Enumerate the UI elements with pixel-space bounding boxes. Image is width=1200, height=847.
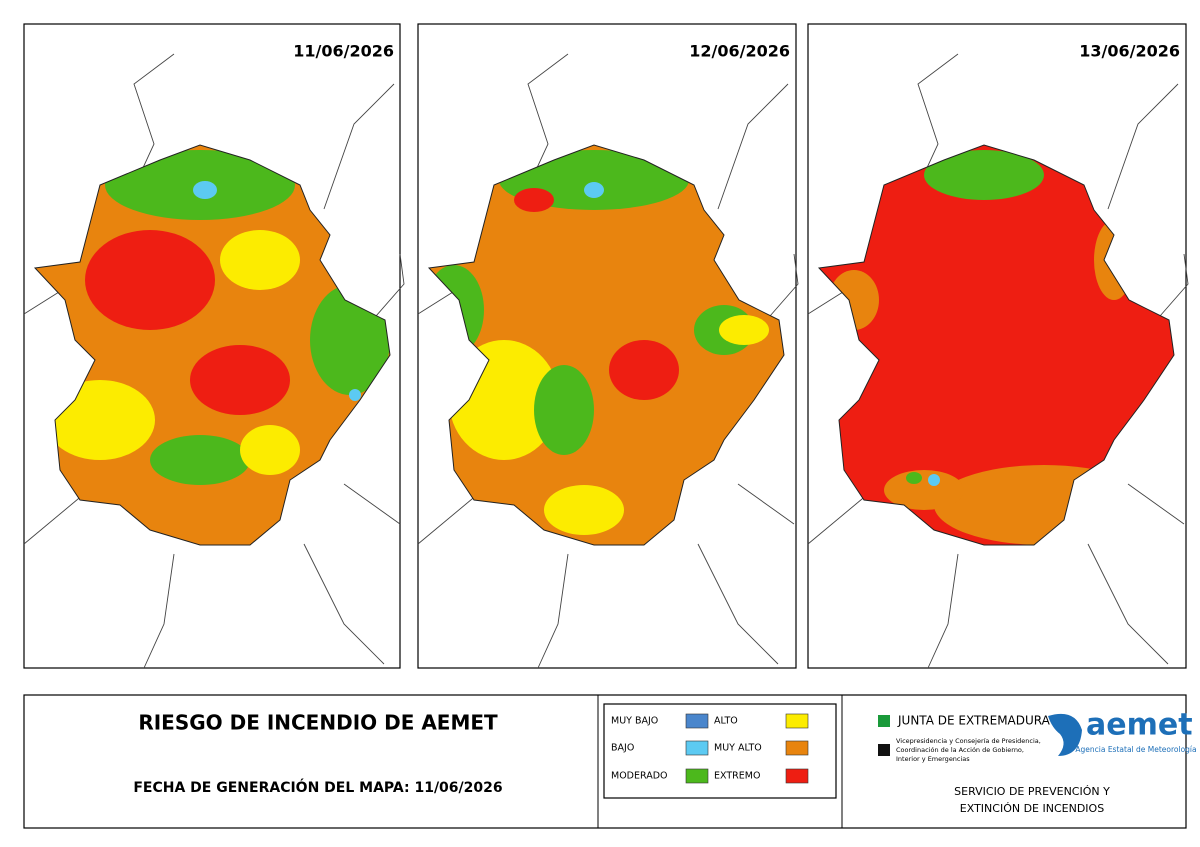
neighbor-border <box>537 553 569 669</box>
neighbor-border <box>417 291 454 315</box>
neighbor-border <box>368 253 405 325</box>
risk-area <box>190 345 290 415</box>
risk-area <box>534 365 594 455</box>
legend-label: MODERADO <box>611 771 668 782</box>
maps: 11/06/2026 12/06/2026 13/06/2026 <box>23 23 1189 669</box>
legend-label: BAJO <box>611 743 634 754</box>
region-outline <box>33 144 391 546</box>
footer-frame <box>23 694 1187 829</box>
aemet-subtitle: Agencia Estatal de Meteorología <box>1075 745 1196 754</box>
map-panel: 12/06/2026 <box>417 23 799 669</box>
neighbor-border <box>23 493 85 545</box>
neighbor-border <box>143 553 175 669</box>
risk-area <box>924 150 1044 200</box>
neighbor-border <box>762 253 799 325</box>
aemet-name: aemet <box>1086 708 1193 743</box>
risk-area <box>906 472 922 484</box>
map-frame <box>23 23 401 669</box>
risk-area <box>310 285 390 395</box>
junta-line: Interior y Emergencias <box>896 755 970 763</box>
neighbor-border <box>807 493 869 545</box>
legend-label: ALTO <box>714 716 738 727</box>
map-date: 11/06/2026 <box>293 42 394 61</box>
legend-label: EXTREMO <box>714 771 760 782</box>
junta-name: JUNTA DE EXTREMADURA <box>897 714 1051 728</box>
legend-swatch <box>685 768 709 784</box>
generation-date: FECHA DE GENERACIÓN DEL MAPA: 11/06/2026 <box>133 778 502 796</box>
map-panel: 13/06/2026 <box>807 23 1189 669</box>
legend-swatch <box>685 713 709 729</box>
risk-area <box>220 230 300 290</box>
aemet-icon <box>1048 713 1082 756</box>
risk-area <box>193 181 217 199</box>
region-outline <box>817 144 1175 546</box>
legend-swatch <box>685 740 709 756</box>
legend-frame <box>603 703 837 799</box>
neighbor-border <box>717 83 789 210</box>
neighbor-border <box>1152 253 1189 325</box>
legend-label: MUY ALTO <box>714 743 762 754</box>
map-date: 12/06/2026 <box>689 42 790 61</box>
neighbor-border <box>697 543 779 665</box>
map <box>417 53 799 669</box>
neighbor-border <box>23 291 60 315</box>
title: RIESGO DE INCENDIO DE AEMET <box>138 711 498 735</box>
legend: MUY BAJO ALTO BAJO MUY ALTO MODERADO EXTREMO <box>611 713 809 784</box>
region-outline <box>427 144 785 546</box>
map <box>807 53 1189 669</box>
risk-area <box>514 188 554 212</box>
service: SERVICIO DE PREVENCIÓN Y <box>954 785 1110 798</box>
service: EXTINCIÓN DE INCENDIOS <box>960 802 1104 815</box>
neighbor-border <box>1127 483 1185 525</box>
neighbor-border <box>927 553 959 669</box>
risk-area <box>719 315 769 345</box>
neighbor-border <box>303 543 385 665</box>
map-frame <box>417 23 797 669</box>
region <box>35 145 390 545</box>
neighbor-border <box>323 83 395 210</box>
risk-area <box>85 230 215 330</box>
risk-area <box>1094 220 1134 300</box>
legend-swatch <box>785 740 809 756</box>
risk-area <box>429 265 484 355</box>
risk-area <box>544 485 624 535</box>
junta-icon <box>878 715 890 727</box>
region <box>819 145 1174 545</box>
region <box>429 145 784 545</box>
risk-area <box>928 474 940 486</box>
risk-area <box>45 380 155 460</box>
risk-area <box>240 425 300 475</box>
neighbor-border <box>807 291 844 315</box>
risk-area <box>884 470 964 510</box>
neighbor-border <box>1087 543 1169 665</box>
neighbor-border <box>417 493 479 545</box>
legend-label: MUY BAJO <box>611 716 658 727</box>
risk-area <box>349 389 361 401</box>
junta-icon <box>878 744 890 756</box>
junta-line: Vicepresidencia y Consejería de Presiden… <box>896 737 1041 745</box>
risk-area <box>934 465 1154 545</box>
map-panel: 11/06/2026 <box>23 23 405 669</box>
neighbor-border <box>737 483 795 525</box>
risk-area <box>150 435 250 485</box>
neighbor-border <box>1107 83 1179 210</box>
map-frame <box>807 23 1187 669</box>
risk-area <box>584 182 604 198</box>
map <box>23 53 405 669</box>
junta-line: Coordinación de la Acción de Gobierno, <box>896 746 1024 754</box>
legend-swatch <box>785 768 809 784</box>
risk-area <box>609 340 679 400</box>
neighbor-border <box>343 483 401 525</box>
map-date: 13/06/2026 <box>1079 42 1180 61</box>
region-fill <box>819 145 1174 545</box>
legend-swatch <box>785 713 809 729</box>
